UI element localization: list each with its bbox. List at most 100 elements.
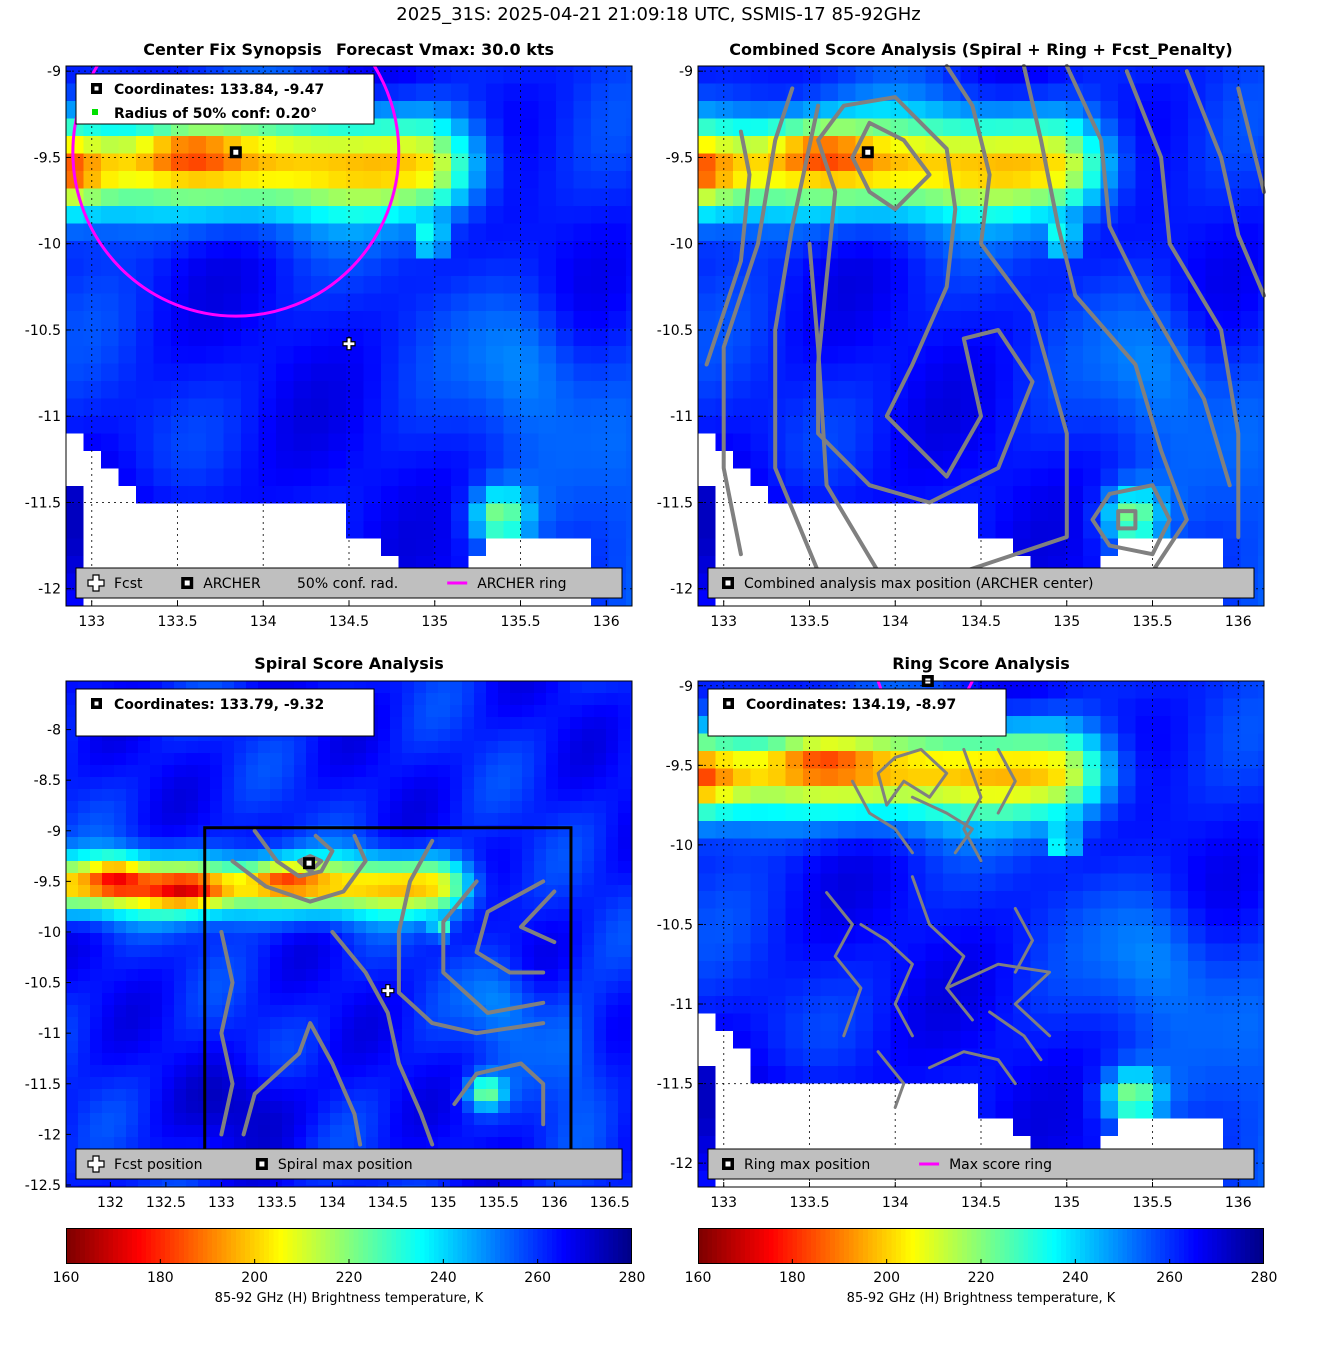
legend-label: ARCHER ring	[477, 576, 566, 592]
colorbar-tick-label: 180	[778, 1270, 806, 1286]
score-contours	[825, 747, 1052, 1109]
info-line: Coordinates: 133.79, -9.32	[114, 697, 324, 713]
info-box	[75, 73, 375, 125]
legend: Ring max position Max score ring	[707, 1148, 1255, 1180]
synopsis-plot: 133 133.5 134 134.5 135 135.5 136 -9 -9.5 -10 -10.…	[25, 64, 633, 630]
y-tick-label: -11	[670, 997, 693, 1013]
x-tick-label: 133	[710, 614, 737, 630]
x-tick-label: 134.5	[329, 614, 369, 630]
colorbar-tick-label: 160	[684, 1270, 712, 1286]
colorbar-tick-label: 220	[335, 1270, 363, 1286]
info-line: Coordinates: 133.84, -9.47	[114, 82, 324, 98]
score-contours	[704, 64, 1266, 574]
spiral-score-plot: 132 132.5 133 133.5 134 134.5 135 135.5 136 136.5…	[25, 680, 633, 1211]
x-tick-label: 133.5	[157, 614, 197, 630]
y-tick-label: -9	[47, 824, 61, 840]
x-tick-label: 132	[97, 1195, 124, 1211]
colorbar-tick-label: 280	[618, 1270, 646, 1286]
y-tick-label: -8.5	[34, 773, 61, 789]
x-tick-label: 135.5	[1132, 614, 1172, 630]
y-tick-label: -11.5	[657, 1077, 693, 1093]
y-tick-label: -12	[38, 1127, 61, 1143]
x-tick-label: 135	[430, 1195, 457, 1211]
ring-score-plot: 133 133.5 134 134.5 135 135.5 136 -9 -9.5 -10 -10.…	[657, 675, 1265, 1211]
x-tick-label: 134	[882, 614, 909, 630]
heatmap-cells	[66, 681, 633, 1188]
panel-title-ring: Ring Score Analysis	[892, 654, 1070, 673]
legend-label: ARCHER	[203, 576, 261, 592]
colorbar-tick-label: 200	[873, 1270, 901, 1286]
y-tick-label: -9	[679, 64, 693, 80]
colorbar-tick-label: 280	[1250, 1270, 1278, 1286]
x-tick-label: 133	[710, 1195, 737, 1211]
y-tick-label: -11.5	[25, 1077, 61, 1093]
y-tick-label: -11	[38, 409, 61, 425]
archer-ring	[71, 66, 401, 318]
forecast-position-marker	[342, 337, 356, 351]
y-tick-label: -10.5	[25, 323, 61, 339]
x-tick-label: 136.5	[590, 1195, 630, 1211]
legend-label: Fcst position	[114, 1157, 202, 1173]
y-tick-label: -11.5	[25, 495, 61, 511]
y-tick-label: -10	[38, 237, 61, 253]
colorbar-label-right: 85-92 GHz (H) Brightness temperature, K	[846, 1291, 1116, 1306]
colorbar-tick-label: 220	[967, 1270, 995, 1286]
x-tick-label: 134.5	[368, 1195, 408, 1211]
legend-label: Max score ring	[949, 1157, 1052, 1173]
legend-label: Ring max position	[744, 1157, 870, 1173]
heatmap-cells	[698, 66, 1265, 607]
colorbar-label-left: 85-92 GHz (H) Brightness temperature, K	[214, 1291, 484, 1306]
heatmap-cells	[66, 66, 633, 607]
colorbar-right	[698, 1228, 1264, 1264]
legend-label: Spiral max position	[278, 1157, 413, 1173]
panel-title-spiral: Spiral Score Analysis	[254, 654, 444, 673]
colorbar-tick-label: 260	[524, 1270, 552, 1286]
y-tick-label: -10.5	[657, 323, 693, 339]
score-contours	[219, 828, 557, 1147]
y-tick-label: -11	[38, 1026, 61, 1042]
y-tick-label: -12	[670, 582, 693, 598]
legend-label: 50% conf. rad.	[297, 576, 398, 592]
x-tick-label: 135.5	[479, 1195, 519, 1211]
x-tick-label: 134	[882, 1195, 909, 1211]
y-tick-label: -10.5	[25, 976, 61, 992]
legend: Combined analysis max position (ARCHER c…	[707, 567, 1255, 599]
x-tick-label: 135	[1053, 614, 1080, 630]
panel-title-synopsis: Center Fix Synopsis	[143, 40, 322, 59]
colorbar-tick-label: 240	[1061, 1270, 1089, 1286]
x-tick-label: 134	[250, 614, 277, 630]
combined-score-plot: 133 133.5 134 134.5 135 135.5 136 -9 -9.5 -10 -10.…	[657, 64, 1266, 630]
y-tick-label: -9.5	[34, 874, 61, 890]
x-tick-label: 136	[593, 614, 620, 630]
legend: Fcst ARCHER 50% conf. rad. ARCHER ring	[75, 567, 623, 599]
panel-title-combined: Combined Score Analysis (Spiral + Ring +…	[729, 40, 1233, 59]
x-tick-label: 134	[319, 1195, 346, 1211]
y-tick-label: -10	[670, 838, 693, 854]
y-tick-label: -11	[670, 409, 693, 425]
figure-title: 2025_31S: 2025-04-21 21:09:18 UTC, SSMIS…	[396, 4, 921, 25]
forecast-position-marker	[381, 984, 395, 998]
info-box	[707, 688, 1007, 737]
y-tick-label: -9.5	[666, 150, 693, 166]
x-tick-label: 136	[541, 1195, 568, 1211]
y-tick-label: -10	[670, 237, 693, 253]
y-tick-label: -10	[38, 925, 61, 941]
y-tick-label: -12	[670, 1156, 693, 1172]
colorbar-tick-label: 180	[146, 1270, 174, 1286]
y-tick-label: -12.5	[25, 1178, 61, 1194]
colorbar-left	[66, 1228, 632, 1264]
x-tick-label: 133.5	[257, 1195, 297, 1211]
legend-label: Fcst	[114, 576, 143, 592]
x-tick-label: 133.5	[789, 1195, 829, 1211]
x-tick-label: 135	[1053, 1195, 1080, 1211]
grid	[698, 681, 1264, 1187]
panel-subtitle-synopsis: Forecast Vmax: 30.0 kts	[335, 40, 555, 59]
x-tick-label: 135.5	[1132, 1195, 1172, 1211]
y-tick-label: -12	[38, 582, 61, 598]
y-tick-label: -10.5	[657, 917, 693, 933]
x-tick-label: 133	[208, 1195, 235, 1211]
x-tick-label: 132.5	[146, 1195, 186, 1211]
x-tick-label: 134.5	[961, 614, 1001, 630]
x-tick-label: 136	[1225, 1195, 1252, 1211]
x-tick-label: 133	[78, 614, 105, 630]
